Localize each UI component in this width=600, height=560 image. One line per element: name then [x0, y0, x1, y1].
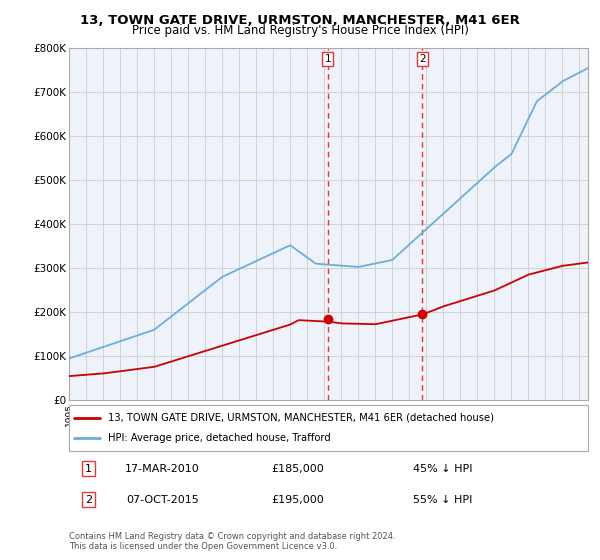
Text: 2: 2 [85, 494, 92, 505]
Text: This data is licensed under the Open Government Licence v3.0.: This data is licensed under the Open Gov… [69, 542, 337, 551]
Text: 1: 1 [85, 464, 92, 474]
Text: £195,000: £195,000 [271, 494, 324, 505]
Text: 2: 2 [419, 54, 426, 64]
Text: £185,000: £185,000 [271, 464, 324, 474]
Text: 13, TOWN GATE DRIVE, URMSTON, MANCHESTER, M41 6ER (detached house): 13, TOWN GATE DRIVE, URMSTON, MANCHESTER… [108, 413, 494, 423]
Text: 45% ↓ HPI: 45% ↓ HPI [413, 464, 472, 474]
Text: 07-OCT-2015: 07-OCT-2015 [126, 494, 199, 505]
Text: Price paid vs. HM Land Registry's House Price Index (HPI): Price paid vs. HM Land Registry's House … [131, 24, 469, 37]
Text: Contains HM Land Registry data © Crown copyright and database right 2024.: Contains HM Land Registry data © Crown c… [69, 532, 395, 541]
Text: 17-MAR-2010: 17-MAR-2010 [125, 464, 200, 474]
Text: 13, TOWN GATE DRIVE, URMSTON, MANCHESTER, M41 6ER: 13, TOWN GATE DRIVE, URMSTON, MANCHESTER… [80, 14, 520, 27]
Text: 1: 1 [325, 54, 331, 64]
Text: HPI: Average price, detached house, Trafford: HPI: Average price, detached house, Traf… [108, 433, 331, 443]
Text: 55% ↓ HPI: 55% ↓ HPI [413, 494, 472, 505]
